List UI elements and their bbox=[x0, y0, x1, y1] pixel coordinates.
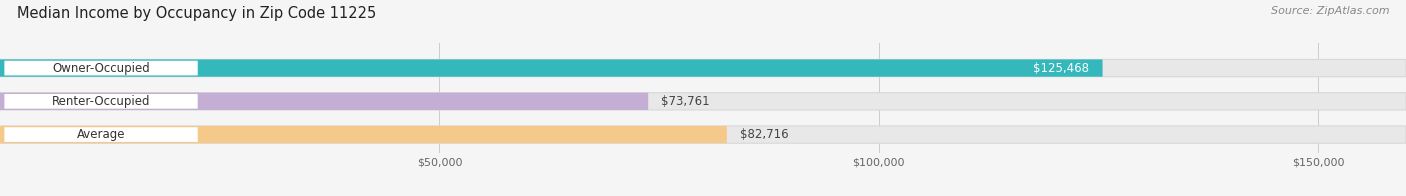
Text: $125,468: $125,468 bbox=[1033, 62, 1090, 74]
FancyBboxPatch shape bbox=[0, 93, 1406, 110]
Text: Owner-Occupied: Owner-Occupied bbox=[52, 62, 150, 74]
Text: Source: ZipAtlas.com: Source: ZipAtlas.com bbox=[1271, 6, 1389, 16]
FancyBboxPatch shape bbox=[0, 126, 1406, 143]
FancyBboxPatch shape bbox=[0, 93, 648, 110]
Text: $73,761: $73,761 bbox=[661, 95, 710, 108]
Text: Renter-Occupied: Renter-Occupied bbox=[52, 95, 150, 108]
FancyBboxPatch shape bbox=[0, 59, 1406, 77]
Text: $82,716: $82,716 bbox=[740, 128, 789, 141]
FancyBboxPatch shape bbox=[4, 61, 198, 75]
Text: Median Income by Occupancy in Zip Code 11225: Median Income by Occupancy in Zip Code 1… bbox=[17, 6, 377, 21]
Text: Average: Average bbox=[77, 128, 125, 141]
FancyBboxPatch shape bbox=[0, 126, 727, 143]
FancyBboxPatch shape bbox=[4, 94, 198, 109]
FancyBboxPatch shape bbox=[0, 59, 1102, 77]
FancyBboxPatch shape bbox=[4, 127, 198, 142]
